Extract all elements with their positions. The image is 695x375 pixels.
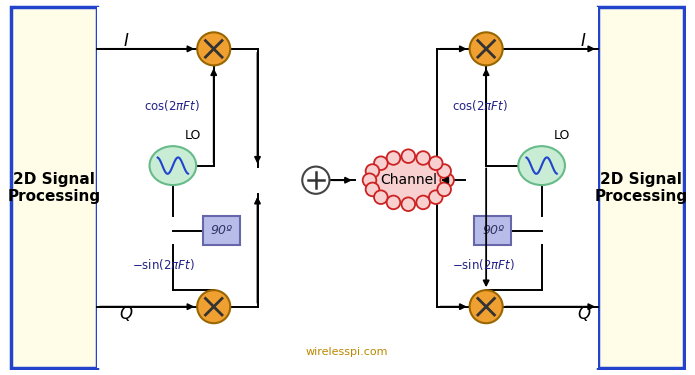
FancyBboxPatch shape bbox=[11, 7, 97, 368]
Circle shape bbox=[470, 32, 502, 65]
Circle shape bbox=[386, 196, 400, 209]
Circle shape bbox=[429, 156, 443, 170]
Circle shape bbox=[197, 290, 230, 323]
FancyBboxPatch shape bbox=[97, 7, 598, 368]
Circle shape bbox=[429, 190, 443, 204]
Circle shape bbox=[470, 290, 502, 323]
Circle shape bbox=[363, 173, 376, 187]
Text: I: I bbox=[124, 32, 129, 50]
Circle shape bbox=[366, 183, 379, 196]
Circle shape bbox=[197, 32, 230, 65]
Circle shape bbox=[302, 166, 329, 194]
Text: Q: Q bbox=[120, 306, 133, 324]
Ellipse shape bbox=[518, 146, 565, 185]
Text: $-\sin(2\pi Ft)$: $-\sin(2\pi Ft)$ bbox=[132, 257, 195, 272]
Text: I: I bbox=[581, 32, 586, 50]
Text: 2D Signal
Processing: 2D Signal Processing bbox=[594, 172, 687, 204]
Circle shape bbox=[441, 173, 454, 187]
Text: 90º: 90º bbox=[211, 224, 232, 237]
FancyBboxPatch shape bbox=[475, 216, 512, 245]
Circle shape bbox=[402, 197, 415, 211]
Circle shape bbox=[437, 183, 451, 196]
Circle shape bbox=[374, 156, 388, 170]
Circle shape bbox=[437, 164, 451, 178]
Text: wirelesspi.com: wirelesspi.com bbox=[306, 347, 389, 357]
Text: 2D Signal
Processing: 2D Signal Processing bbox=[8, 172, 101, 204]
Text: LO: LO bbox=[553, 129, 570, 142]
Text: 90º: 90º bbox=[482, 224, 504, 237]
Text: Q: Q bbox=[577, 306, 590, 324]
Text: LO: LO bbox=[185, 129, 201, 142]
Circle shape bbox=[374, 190, 388, 204]
FancyBboxPatch shape bbox=[203, 216, 240, 245]
Ellipse shape bbox=[368, 154, 449, 206]
Text: Channel: Channel bbox=[379, 173, 437, 187]
Circle shape bbox=[416, 151, 430, 165]
FancyBboxPatch shape bbox=[598, 7, 684, 368]
Text: $\cos(2\pi Ft)$: $\cos(2\pi Ft)$ bbox=[144, 98, 199, 113]
Circle shape bbox=[416, 196, 430, 209]
Circle shape bbox=[402, 149, 415, 163]
Ellipse shape bbox=[149, 146, 196, 185]
Circle shape bbox=[386, 151, 400, 165]
Text: $-\sin(2\pi Ft)$: $-\sin(2\pi Ft)$ bbox=[452, 257, 515, 272]
Circle shape bbox=[366, 164, 379, 178]
Text: $\cos(2\pi Ft)$: $\cos(2\pi Ft)$ bbox=[452, 98, 508, 113]
